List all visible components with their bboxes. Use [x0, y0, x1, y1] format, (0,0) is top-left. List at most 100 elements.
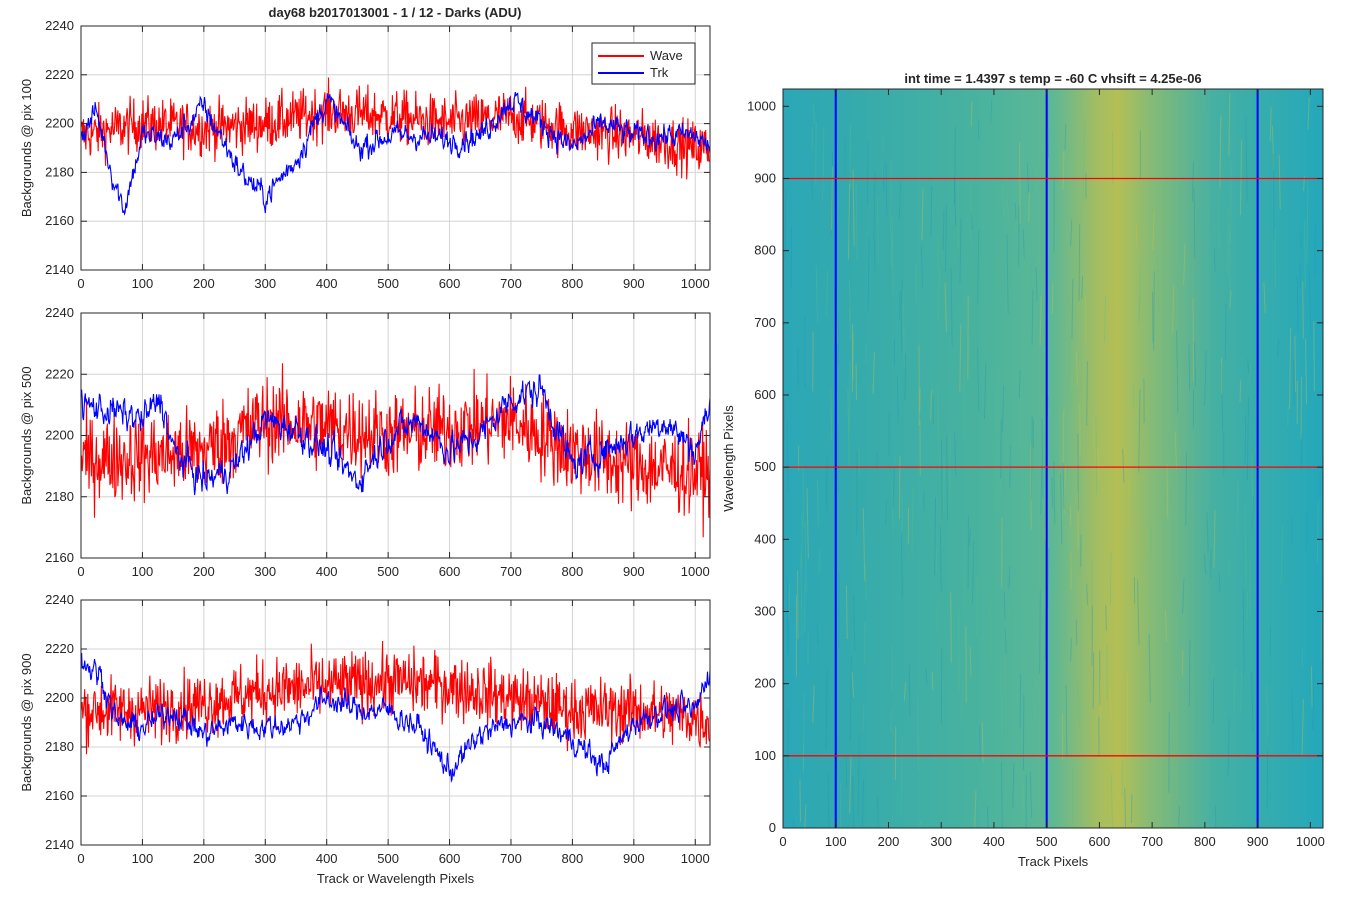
chart-4: 0 100 200 300 400 500 600 700 800 900 1000 0 100 200 3…	[721, 71, 1325, 869]
heatmap-streak	[1213, 248, 1216, 272]
heatmap-streak	[1271, 126, 1275, 171]
legend-box	[591, 42, 696, 85]
heatmap-image	[783, 89, 1323, 828]
heatmap-streak	[969, 647, 972, 677]
x-tick-label: 0	[779, 834, 786, 849]
heatmap-streak	[815, 265, 818, 323]
heatmap-streak	[960, 679, 964, 723]
heatmap-streak	[1239, 140, 1243, 216]
heatmap-streak	[892, 468, 895, 509]
heatmap-streak	[1171, 285, 1175, 334]
y-tick-label: 0	[769, 820, 776, 835]
heatmap-streak	[1000, 762, 1003, 829]
heatmap-streak	[1289, 327, 1292, 410]
heatmap-streak	[1313, 321, 1315, 392]
heatmap-streak	[1031, 823, 1033, 829]
x-tick-label: 600	[439, 851, 461, 866]
heatmap-streak	[787, 584, 791, 618]
x-tick-label: 100	[132, 276, 154, 291]
x-tick-label: 0	[77, 851, 84, 866]
heatmap-streak	[975, 576, 978, 636]
heatmap-streak	[1184, 586, 1187, 612]
heatmap-streak	[1218, 572, 1221, 593]
x-axis-label: Track or Wavelength Pixels	[317, 871, 475, 886]
heatmap-streak	[1029, 771, 1033, 819]
heatmap-streak	[1002, 184, 1005, 217]
y-tick-label: 2220	[45, 366, 74, 381]
heatmap-streak	[1153, 271, 1155, 351]
heatmap-streak	[953, 432, 957, 475]
heatmap-streak	[812, 685, 815, 724]
heatmap-streak	[885, 500, 888, 525]
y-tick-label: 2140	[45, 837, 74, 852]
y-axis-label: Wavelength Pixels	[721, 405, 736, 512]
x-tick-label: 100	[132, 564, 154, 579]
heatmap-streak	[853, 594, 856, 651]
heatmap-streak	[804, 804, 807, 828]
heatmap-streak	[830, 388, 833, 440]
heatmap-streak	[1314, 223, 1316, 276]
y-tick-label: 2140	[45, 262, 74, 277]
heatmap-streak	[977, 230, 980, 305]
heatmap-streak	[1227, 718, 1230, 777]
y-tick-label: 2160	[45, 550, 74, 565]
heatmap-streak	[977, 347, 980, 412]
heatmap-streak	[1019, 673, 1022, 729]
y-tick-label: 400	[754, 531, 776, 546]
heatmap-streak	[1086, 361, 1088, 426]
x-tick-label: 400	[316, 851, 338, 866]
heatmap-streak	[898, 456, 901, 519]
heatmap-streak	[1251, 453, 1254, 529]
x-tick-label: 800	[562, 276, 584, 291]
heatmap-streak	[1293, 361, 1295, 406]
heatmap-streak	[1266, 735, 1269, 810]
heatmap-streak	[1075, 619, 1078, 646]
heatmap-streak	[1280, 525, 1284, 584]
heatmap-streak	[901, 489, 903, 532]
heatmap-streak	[974, 790, 977, 829]
y-tick-label: 700	[754, 315, 776, 330]
axes-box	[80, 25, 711, 271]
heatmap-streak	[1062, 150, 1065, 191]
heatmap-streak	[885, 163, 888, 216]
heatmap-streak	[1239, 380, 1242, 403]
heatmap-streak	[900, 737, 903, 815]
heatmap-streak	[943, 458, 945, 511]
heatmap-streak	[1030, 416, 1033, 500]
series-line-trk	[81, 92, 710, 216]
x-tick-label: 1000	[681, 851, 710, 866]
heatmap-streak	[1164, 610, 1168, 643]
heatmap-streak	[1244, 505, 1247, 588]
heatmap-streak	[1166, 464, 1169, 519]
heatmap-streak	[792, 818, 795, 829]
heatmap-streak	[1306, 180, 1309, 264]
x-tick-label: 900	[1247, 834, 1269, 849]
chart-1: 0 100 200 300 400 500 600 700 800 900 1000 2140 2160…	[19, 18, 711, 291]
heatmap-streak	[1097, 445, 1100, 480]
heatmap-streak	[950, 268, 953, 347]
y-tick-label: 800	[754, 243, 776, 258]
heatmap-streak	[900, 280, 903, 311]
heatmap-streak	[786, 418, 789, 495]
heatmap-streak	[1092, 652, 1095, 709]
heatmap-streak	[851, 671, 855, 698]
heatmap-streak	[1278, 155, 1281, 210]
heatmap-streak	[1006, 190, 1010, 228]
heatmap-streak	[959, 218, 962, 285]
heatmap-streak	[921, 188, 924, 241]
y-tick-label: 500	[754, 459, 776, 474]
heatmap-streak	[1310, 666, 1313, 708]
heatmap-streak	[1026, 162, 1030, 193]
y-tick-label: 2240	[45, 305, 74, 320]
heatmap-streak	[1012, 762, 1015, 809]
heatmap-streak	[1138, 388, 1141, 473]
x-tick-label: 400	[983, 834, 1005, 849]
heatmap-streak	[1040, 466, 1043, 515]
heatmap-streak	[1219, 115, 1222, 189]
heatmap-streak	[937, 236, 939, 269]
heatmap-streak	[1229, 291, 1232, 309]
heatmap-streak	[930, 382, 934, 408]
heatmap-streak	[786, 578, 789, 656]
heatmap-streak	[816, 480, 819, 527]
y-tick-label: 2240	[45, 18, 74, 33]
